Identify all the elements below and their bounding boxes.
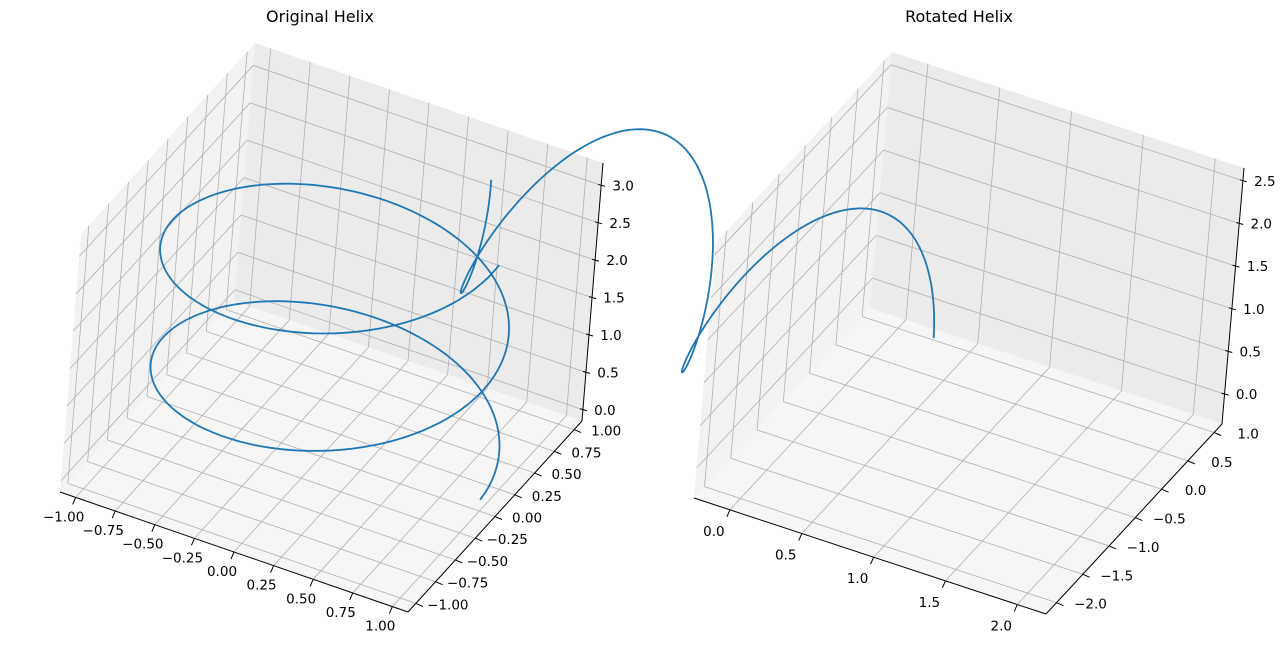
svg-text:−0.50: −0.50	[122, 537, 163, 553]
svg-text:0.0: 0.0	[1185, 483, 1206, 499]
svg-text:0.5: 0.5	[597, 365, 618, 381]
svg-text:0.25: 0.25	[247, 578, 277, 594]
svg-text:1.0: 1.0	[1237, 427, 1258, 443]
subplot-title: Original Helix	[266, 7, 374, 26]
subplot-original-helix: Original Helix −1.00−0.75−0.50−0.250.000…	[43, 7, 634, 635]
svg-text:0.5: 0.5	[1239, 344, 1260, 360]
svg-text:−0.75: −0.75	[447, 576, 488, 592]
svg-text:2.0: 2.0	[991, 619, 1012, 635]
svg-text:2.0: 2.0	[606, 253, 627, 269]
tick-labels: −1.00−0.75−0.50−0.250.000.250.500.751.00…	[43, 178, 634, 634]
svg-text:2.0: 2.0	[1250, 216, 1271, 232]
svg-text:1.5: 1.5	[603, 291, 624, 307]
svg-text:−0.5: −0.5	[1153, 512, 1186, 528]
svg-text:−1.5: −1.5	[1100, 568, 1133, 584]
svg-text:−0.75: −0.75	[83, 523, 124, 539]
svg-text:0.50: 0.50	[552, 467, 582, 483]
svg-text:0.00: 0.00	[512, 511, 542, 527]
svg-text:−0.25: −0.25	[162, 550, 203, 566]
svg-text:1.0: 1.0	[1243, 302, 1264, 318]
svg-text:−0.25: −0.25	[487, 532, 528, 548]
svg-text:2.5: 2.5	[1254, 174, 1275, 190]
svg-text:0.50: 0.50	[286, 591, 316, 607]
svg-text:2.5: 2.5	[609, 216, 630, 232]
svg-text:0.0: 0.0	[703, 524, 724, 540]
svg-text:−1.00: −1.00	[43, 509, 84, 525]
grid-lines	[60, 48, 602, 607]
svg-text:3.0: 3.0	[612, 178, 633, 194]
svg-text:−1.0: −1.0	[1127, 540, 1160, 556]
svg-text:0.00: 0.00	[207, 564, 237, 580]
axis-lines	[693, 167, 1248, 615]
svg-text:0.75: 0.75	[326, 605, 356, 621]
svg-text:0.25: 0.25	[532, 489, 562, 505]
svg-text:1.5: 1.5	[1247, 259, 1268, 275]
axis-lines	[59, 162, 606, 614]
svg-text:1.0: 1.0	[847, 571, 868, 587]
tick-labels: 0.0 0.5 1.0 1.5 2.0 −2.0 −1.5 −1.0 −0.5 0.0 0.5 1.0…	[703, 174, 1275, 635]
svg-text:1.00: 1.00	[591, 424, 621, 440]
axes-panes	[694, 52, 1244, 614]
subplot-title: Rotated Helix	[905, 7, 1013, 26]
svg-text:1.00: 1.00	[365, 619, 395, 635]
svg-text:0.75: 0.75	[571, 445, 601, 461]
svg-text:0.0: 0.0	[594, 403, 615, 419]
svg-text:−0.50: −0.50	[467, 554, 508, 570]
svg-text:0.0: 0.0	[1236, 387, 1257, 403]
subplot-rotated-helix: Rotated Helix 0.0 0.5 1.0 1.5 2.0 −2.0 −1.5 −1.…	[459, 7, 1276, 635]
svg-text:1.5: 1.5	[919, 595, 940, 611]
grid-lines	[696, 60, 1244, 605]
svg-text:−2.0: −2.0	[1074, 597, 1107, 613]
axes-panes	[60, 43, 603, 612]
helix-curve	[149, 182, 510, 501]
svg-text:1.0: 1.0	[600, 328, 621, 344]
svg-text:0.5: 0.5	[775, 548, 796, 564]
svg-text:−1.00: −1.00	[427, 597, 468, 613]
svg-text:0.5: 0.5	[1211, 455, 1232, 471]
helix-curve	[459, 128, 935, 374]
